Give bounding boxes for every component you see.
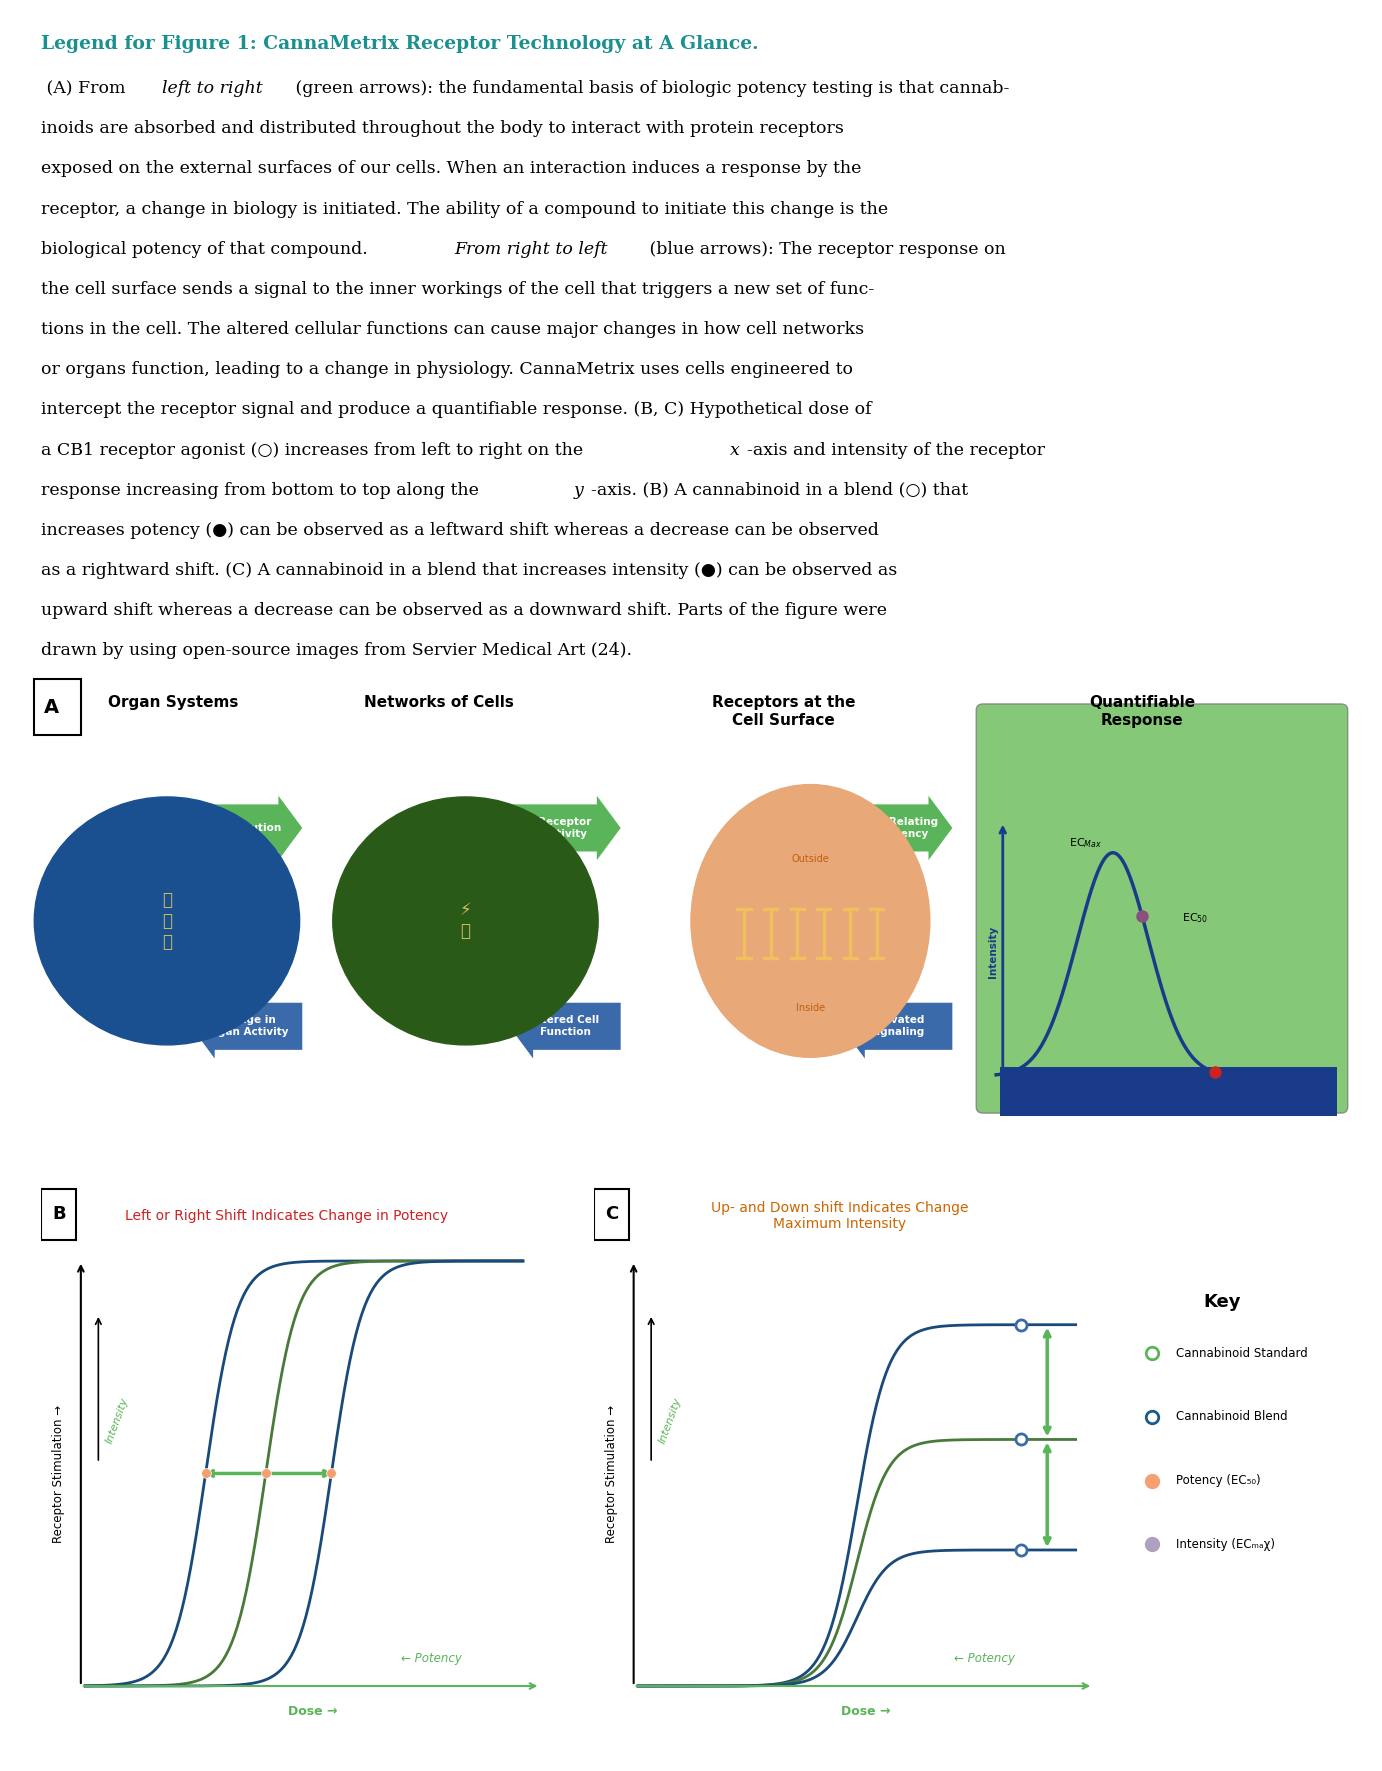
Text: receptor, a change in biology is initiated. The ability of a compound to initiat: receptor, a change in biology is initiat… (41, 200, 889, 218)
Text: Dose →: Dose → (287, 1705, 337, 1718)
Text: ⚡
🧬: ⚡ 🧬 (460, 901, 471, 940)
Text: Intensity: Intensity (658, 1396, 683, 1445)
Text: Potency (EC₅₀): Potency (EC₅₀) (1176, 1473, 1260, 1488)
Text: the cell surface sends a signal to the inner workings of the cell that triggers : the cell surface sends a signal to the i… (41, 282, 875, 298)
FancyArrow shape (509, 795, 621, 861)
Text: (green arrows): the fundamental basis of biologic potency testing is that cannab: (green arrows): the fundamental basis of… (290, 80, 1009, 97)
Text: -axis and intensity of the receptor: -axis and intensity of the receptor (746, 441, 1045, 459)
Text: C: C (605, 1206, 618, 1224)
Text: (blue arrows): The receptor response on: (blue arrows): The receptor response on (644, 241, 1006, 259)
Text: A: A (44, 698, 59, 717)
Text: Networks of Cells: Networks of Cells (363, 696, 514, 710)
Text: Receptor
Activity: Receptor Activity (538, 816, 591, 839)
Circle shape (35, 797, 300, 1045)
Text: y: y (574, 482, 585, 499)
FancyBboxPatch shape (976, 703, 1347, 1112)
Text: Legend for Figure 1: CannaMetrix Receptor Technology at A Glance.: Legend for Figure 1: CannaMetrix Recepto… (41, 35, 759, 53)
Text: inoids are absorbed and distributed throughout the body to interact with protein: inoids are absorbed and distributed thro… (41, 120, 844, 136)
Text: Receptor Stimulation →: Receptor Stimulation → (53, 1404, 65, 1543)
Text: ← Too Little    Too Much→: ← Too Little Too Much→ (1082, 1077, 1202, 1087)
Text: 🫀
🧠
🦴: 🫀 🧠 🦴 (162, 891, 171, 951)
Text: or organs function, leading to a change in physiology. CannaMetrix uses cells en: or organs function, leading to a change … (41, 361, 854, 379)
Text: Up- and Down shift Indicates Change
Maximum Intensity: Up- and Down shift Indicates Change Maxi… (710, 1201, 967, 1231)
Text: ← Potency: ← Potency (401, 1652, 462, 1665)
Text: Receptor Stimulation →: Receptor Stimulation → (605, 1404, 618, 1543)
Text: Cannabinoid Standard: Cannabinoid Standard (1176, 1346, 1307, 1360)
Text: Activated
Signaling: Activated Signaling (868, 1015, 925, 1038)
Text: (A) From: (A) From (41, 80, 131, 97)
Text: exposed on the external surfaces of our cells. When an interaction induces a res: exposed on the external surfaces of our … (41, 161, 862, 177)
Text: drawn by using open-source images from Servier Medical Art (24).: drawn by using open-source images from S… (41, 643, 633, 659)
Text: x: x (730, 441, 739, 459)
FancyArrow shape (191, 795, 303, 861)
Text: response increasing from bottom to top along the: response increasing from bottom to top a… (41, 482, 485, 499)
Text: as a rightward shift. (C) A cannabinoid in a blend that increases intensity (●) : as a rightward shift. (C) A cannabinoid … (41, 561, 898, 579)
Text: upward shift whereas a decrease can be observed as a downward shift. Parts of th: upward shift whereas a decrease can be o… (41, 602, 887, 620)
Text: tions in the cell. The altered cellular functions can cause major changes in how: tions in the cell. The altered cellular … (41, 321, 865, 338)
Text: Intensity: Intensity (988, 926, 998, 978)
FancyArrow shape (509, 994, 621, 1059)
Text: intercept the receptor signal and produce a quantifiable response. (B, C) Hypoth: intercept the receptor signal and produc… (41, 402, 872, 418)
Text: Dose →: Dose → (1144, 1084, 1194, 1098)
Text: From right to left: From right to left (455, 241, 608, 259)
FancyArrow shape (840, 795, 952, 861)
Text: Altered Cell
Function: Altered Cell Function (531, 1015, 600, 1038)
Text: Outside: Outside (792, 854, 829, 864)
Text: left to right: left to right (162, 80, 263, 97)
Text: -axis. (B) A cannabinoid in a blend (○) that: -axis. (B) A cannabinoid in a blend (○) … (591, 482, 969, 499)
Text: biological potency of that compound.: biological potency of that compound. (41, 241, 373, 259)
FancyBboxPatch shape (35, 678, 80, 735)
Text: ← Potency: ← Potency (954, 1652, 1014, 1665)
Text: EC$_{50}$: EC$_{50}$ (1182, 910, 1208, 924)
Text: Receptors at the
Cell Surface: Receptors at the Cell Surface (712, 696, 855, 728)
FancyBboxPatch shape (594, 1188, 629, 1240)
FancyBboxPatch shape (1001, 1068, 1338, 1116)
FancyArrow shape (191, 994, 303, 1059)
Text: Intensity: Intensity (105, 1396, 130, 1445)
Text: Quantifiable
Response: Quantifiable Response (1089, 696, 1195, 728)
Text: a CB1 receptor agonist (○) increases from left to right on the: a CB1 receptor agonist (○) increases fro… (41, 441, 589, 459)
Circle shape (333, 797, 598, 1045)
Text: Dose →: Dose → (840, 1705, 890, 1718)
Text: Inside: Inside (796, 1002, 825, 1013)
FancyArrow shape (840, 994, 952, 1059)
FancyBboxPatch shape (41, 1188, 76, 1240)
Text: Change in
Organ Activity: Change in Organ Activity (205, 1015, 289, 1038)
Text: Distribution: Distribution (211, 824, 282, 832)
Text: Dose Relating
to Potency: Dose Relating to Potency (855, 816, 938, 839)
Text: Key: Key (1204, 1293, 1241, 1311)
Ellipse shape (691, 785, 930, 1057)
Text: Cannabinoid Blend: Cannabinoid Blend (1176, 1410, 1287, 1424)
Text: EC$_{Max}$: EC$_{Max}$ (1070, 836, 1103, 850)
Text: B: B (53, 1206, 66, 1224)
Text: increases potency (●) can be observed as a leftward shift whereas a decrease can: increases potency (●) can be observed as… (41, 522, 879, 538)
Text: Left or Right Shift Indicates Change in Potency: Left or Right Shift Indicates Change in … (124, 1210, 448, 1224)
Text: Intensity (ECₘₐχ): Intensity (ECₘₐχ) (1176, 1537, 1274, 1551)
Text: Organ Systems: Organ Systems (108, 696, 239, 710)
